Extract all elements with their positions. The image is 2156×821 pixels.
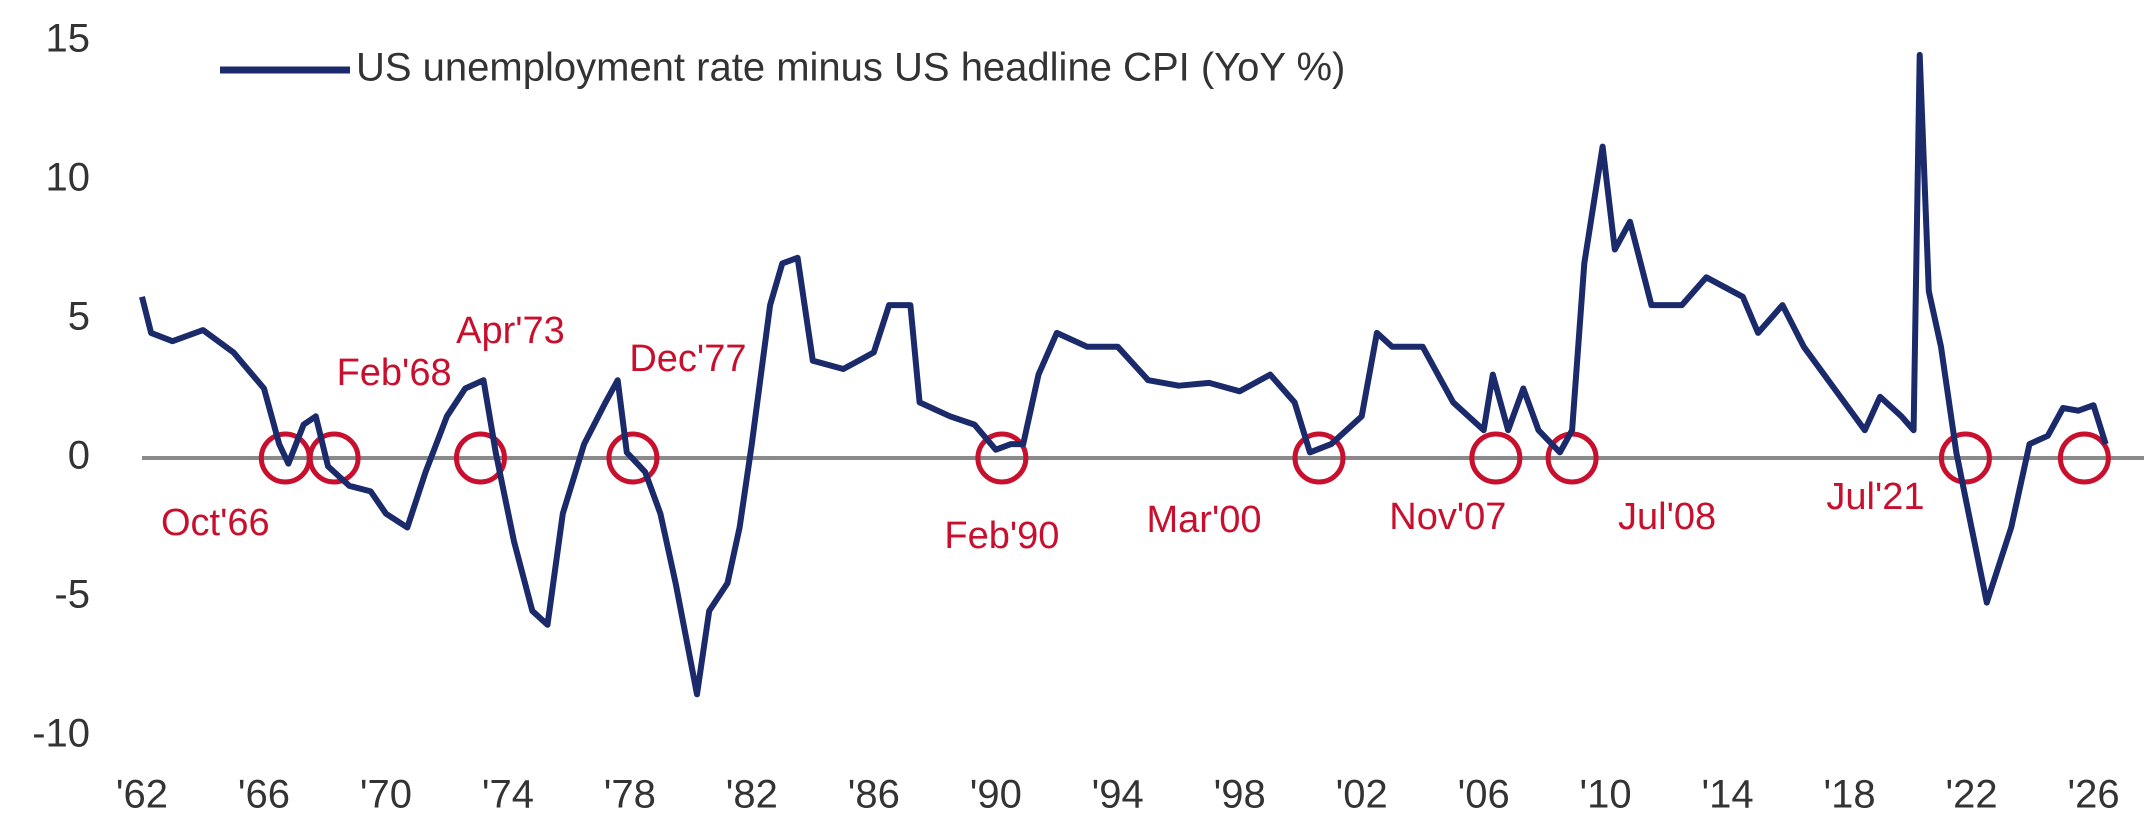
x-tick-label: '26: [2067, 773, 2119, 817]
legend-label: US unemployment rate minus US headline C…: [356, 46, 1345, 90]
annotation-label: Jul'21: [1826, 476, 1924, 518]
y-tick-label: -10: [32, 712, 90, 756]
x-tick-label: '78: [604, 773, 656, 817]
annotation-label: Feb'90: [944, 515, 1059, 557]
x-tick-label: '90: [970, 773, 1022, 817]
y-tick-label: 15: [46, 17, 91, 61]
x-tick-label: '94: [1092, 773, 1144, 817]
annotation-circle: [1469, 431, 1523, 485]
annotation-label: Nov'07: [1389, 496, 1506, 538]
annotation-circle: [2057, 431, 2111, 485]
annotation-label: Dec'77: [629, 338, 746, 380]
annotation-label: Feb'68: [337, 352, 452, 394]
annotation-circle: [606, 431, 660, 485]
annotation-circle: [307, 431, 361, 485]
x-tick-label: '14: [1702, 773, 1754, 817]
x-tick-label: '02: [1336, 773, 1388, 817]
y-tick-label: 5: [68, 295, 90, 339]
y-tick-label: -5: [54, 573, 90, 617]
annotation-circle: [975, 431, 1029, 485]
x-tick-label: '18: [1823, 773, 1875, 817]
annotation-circle: [453, 431, 507, 485]
annotation-circle: [1938, 431, 1992, 485]
y-tick-label: 0: [68, 434, 90, 478]
x-tick-label: '06: [1458, 773, 1510, 817]
line-series: [139, 51, 2109, 698]
x-tick-label: '70: [360, 773, 412, 817]
y-tick-label: 10: [46, 156, 91, 200]
x-tick-label: '10: [1580, 773, 1632, 817]
annotation-label: Oct'66: [161, 502, 270, 544]
annotation-label: Jul'08: [1618, 496, 1716, 538]
annotation-circle: [1292, 431, 1346, 485]
x-tick-label: '74: [482, 773, 534, 817]
x-tick-label: '62: [116, 773, 168, 817]
x-tick-label: '82: [726, 773, 778, 817]
x-tick-label: '98: [1214, 773, 1266, 817]
x-tick-label: '86: [848, 773, 900, 817]
x-tick-label: '66: [238, 773, 290, 817]
annotation-label: Mar'00: [1147, 499, 1262, 541]
x-tick-label: '22: [1945, 773, 1997, 817]
annotation-label: Apr'73: [456, 310, 565, 352]
